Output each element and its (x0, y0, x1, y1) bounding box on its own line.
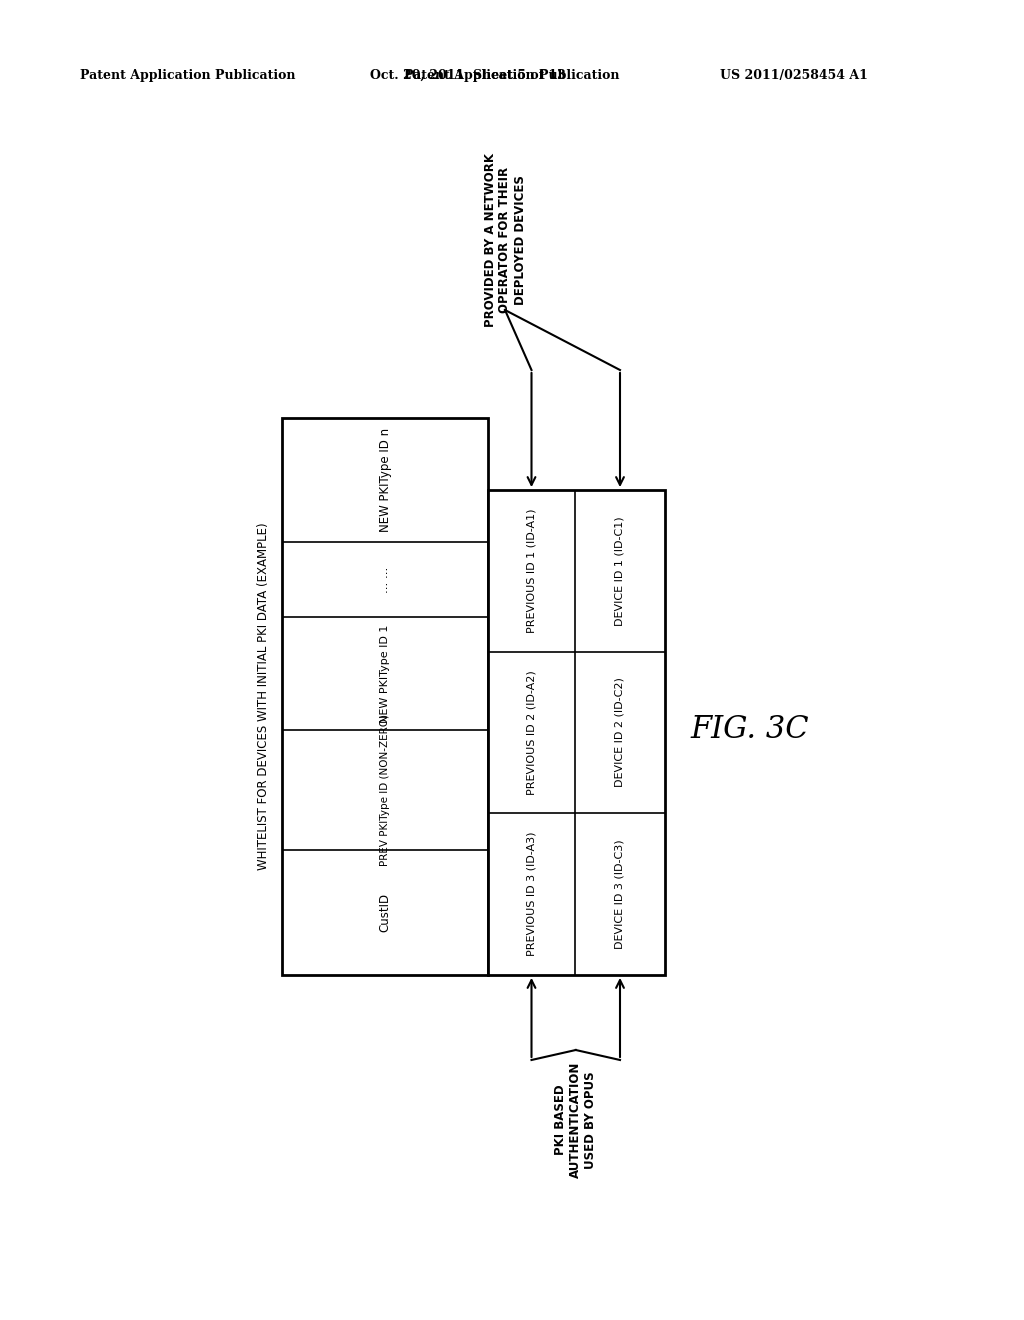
Text: PREV PKIType ID (NON-ZERO): PREV PKIType ID (NON-ZERO) (380, 714, 390, 866)
Text: Patent Application Publication: Patent Application Publication (404, 69, 620, 82)
Bar (282, 418, 488, 975)
Text: WHITELIST FOR DEVICES WITH INITIAL PKI DATA (EXAMPLE): WHITELIST FOR DEVICES WITH INITIAL PKI D… (257, 523, 270, 870)
Text: DEVICE ID 3 (ID-C3): DEVICE ID 3 (ID-C3) (615, 840, 625, 949)
Text: Oct. 20, 2011  Sheet 5 of 13: Oct. 20, 2011 Sheet 5 of 13 (370, 69, 565, 82)
Text: PREVIOUS ID 1 (ID-A1): PREVIOUS ID 1 (ID-A1) (526, 508, 537, 634)
Text: PREVIOUS ID 2 (ID-A2): PREVIOUS ID 2 (ID-A2) (526, 671, 537, 795)
Text: CustID: CustID (379, 892, 391, 932)
Text: DEVICE ID 2 (ID-C2): DEVICE ID 2 (ID-C2) (615, 677, 625, 788)
Bar (488, 490, 665, 975)
Text: NEW PKIType ID n: NEW PKIType ID n (379, 428, 391, 532)
Text: PROVIDED BY A NETWORK
OPERATOR FOR THEIR
DEPLOYED DEVICES: PROVIDED BY A NETWORK OPERATOR FOR THEIR… (483, 153, 526, 327)
Text: US 2011/0258454 A1: US 2011/0258454 A1 (720, 69, 868, 82)
Text: DEVICE ID 1 (ID-C1): DEVICE ID 1 (ID-C1) (615, 516, 625, 626)
Text: NEW PKIType ID 1: NEW PKIType ID 1 (380, 624, 390, 722)
Text: FIG. 3C: FIG. 3C (690, 714, 809, 746)
Text: Patent Application Publication: Patent Application Publication (80, 69, 296, 82)
Text: PREVIOUS ID 3 (ID-A3): PREVIOUS ID 3 (ID-A3) (526, 832, 537, 957)
Text: PKI BASED
AUTHENTICATION
USED BY OPUS: PKI BASED AUTHENTICATION USED BY OPUS (554, 1061, 597, 1179)
Text: ... ...: ... ... (379, 566, 391, 593)
